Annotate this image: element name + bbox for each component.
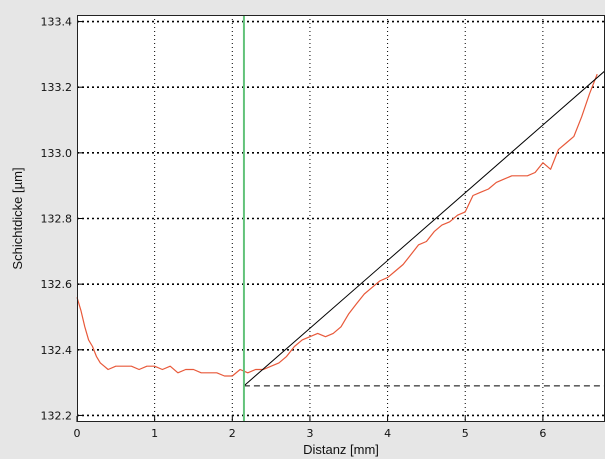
grid <box>77 15 605 422</box>
y-tick-label: 133.2 <box>41 81 73 94</box>
x-tick-label: 3 <box>306 427 313 440</box>
series-group <box>76 70 605 387</box>
x-tick-label: 4 <box>384 427 391 440</box>
y-tick-label: 133.0 <box>41 147 73 160</box>
y-tick-label: 132.2 <box>41 409 73 422</box>
x-tick-label: 1 <box>151 427 158 440</box>
y-tick-label: 132.6 <box>41 278 73 291</box>
x-axis-label: Distanz [mm] <box>303 442 379 457</box>
x-tick-label: 2 <box>229 427 236 440</box>
y-tick-label: 132.8 <box>41 213 73 226</box>
y-tick-labels: 132.2 132.4 132.6 132.8 133.0 133.2 133.4 <box>41 16 73 423</box>
y-tick-label: 133.4 <box>41 16 73 29</box>
profile-line <box>76 73 598 377</box>
x-tick-label: 0 <box>74 427 81 440</box>
x-tick-label: 6 <box>539 427 546 440</box>
reference-diagonal-line <box>243 70 605 387</box>
x-tick-label: 5 <box>462 427 469 440</box>
x-tick-labels: 0 1 2 3 4 5 6 <box>74 427 547 440</box>
y-axis-label: Schichtdicke [µm] <box>10 167 25 269</box>
y-tick-label: 132.4 <box>41 344 73 357</box>
plot-area <box>77 15 605 422</box>
